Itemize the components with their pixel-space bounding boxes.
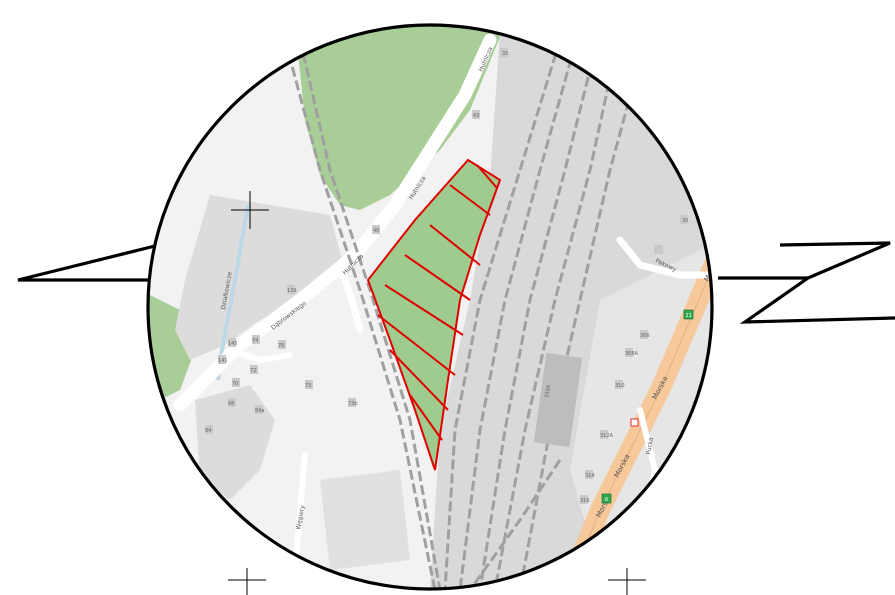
house-number: 43 xyxy=(473,113,479,119)
map-view: Hutnicza Hutnicza Hutnicza Dąbrowskiego … xyxy=(148,25,715,589)
road-local-west xyxy=(227,347,293,364)
house-number: 73 xyxy=(305,383,311,389)
house-number: 316 xyxy=(580,498,590,504)
house-number: 350A xyxy=(544,384,552,398)
house-number: 35 xyxy=(682,218,688,224)
house-number: 139 xyxy=(287,288,297,294)
house-number: 76 xyxy=(278,343,284,349)
building xyxy=(585,470,593,479)
right-z-stroke-lower xyxy=(718,276,895,324)
building xyxy=(500,48,508,57)
rail-line-4 xyxy=(458,44,577,589)
building xyxy=(250,365,258,374)
building xyxy=(680,215,688,224)
north-arrow-icon xyxy=(17,241,895,324)
street-label-wegiery: Węgiery xyxy=(295,504,306,530)
rail-line-7 xyxy=(518,59,642,589)
house-number: 72 xyxy=(250,368,256,374)
building xyxy=(255,405,263,414)
house-number-labels: 35 43 40 139 74 76 73 145 141 70 72 84 7… xyxy=(205,51,688,504)
house-number: 35 xyxy=(502,51,508,57)
rail-line-8 xyxy=(468,459,562,589)
house-number: 73b xyxy=(348,401,358,407)
building xyxy=(348,398,356,407)
building xyxy=(625,348,633,357)
house-number: 84a xyxy=(255,408,264,414)
highlighted-parcel xyxy=(366,158,502,471)
road-badge-label: 21 xyxy=(686,313,692,319)
house-number: 314 xyxy=(585,473,595,479)
residential-area-left xyxy=(175,195,345,360)
rail-line-1 xyxy=(283,39,437,589)
house-number: 308A xyxy=(625,351,639,357)
crosshair-icon xyxy=(228,568,266,595)
street-label-pucka: Pucka xyxy=(645,436,655,455)
building xyxy=(600,430,608,439)
house-number: 141 xyxy=(218,358,228,364)
house-number: 68 xyxy=(228,401,234,407)
house-number: 306 xyxy=(640,333,650,339)
building xyxy=(287,285,295,294)
left-arrow-stroke xyxy=(17,244,156,282)
rail-line-3 xyxy=(443,39,562,589)
house-number: 145 xyxy=(228,341,238,347)
house-number: 312A xyxy=(600,433,614,439)
parcel-polygon xyxy=(366,158,502,471)
railway-lines xyxy=(283,39,642,589)
building xyxy=(228,398,236,407)
building xyxy=(654,245,663,254)
building xyxy=(305,380,313,389)
bus-stop-icon xyxy=(630,418,639,427)
building xyxy=(472,110,480,119)
building xyxy=(580,495,588,504)
rail-line-5 xyxy=(478,49,597,589)
rail-line-2 xyxy=(298,39,442,589)
building xyxy=(205,425,213,434)
house-number: 310 xyxy=(615,383,625,389)
right-z-stroke-upper xyxy=(779,241,891,280)
residential-area-south xyxy=(320,470,410,570)
building xyxy=(228,338,236,347)
road-badge-label: 6 xyxy=(605,497,608,503)
road-number-badges: 21 6 xyxy=(601,309,694,504)
building xyxy=(640,330,648,339)
parcel-hatching xyxy=(377,164,498,441)
road-wegiery xyxy=(292,452,308,573)
forest-area-top xyxy=(295,25,505,210)
buildings xyxy=(205,48,688,504)
building xyxy=(615,380,623,389)
house-number: 84 xyxy=(205,428,211,434)
rail-line-6 xyxy=(493,54,617,589)
crosshair-icon xyxy=(608,568,646,595)
building xyxy=(278,340,286,349)
building xyxy=(372,225,380,234)
road-badge xyxy=(601,493,612,504)
crosshair-icon xyxy=(231,191,269,229)
building xyxy=(232,378,240,387)
building xyxy=(252,335,260,344)
house-number: 40 xyxy=(373,228,379,234)
building xyxy=(218,355,226,364)
building-large xyxy=(533,352,583,448)
house-number: 74 xyxy=(252,338,258,344)
road-badge xyxy=(683,309,694,320)
road-pakowy xyxy=(616,236,712,279)
street-label-morska: Mo xyxy=(703,270,715,283)
house-number: 70 xyxy=(232,381,238,387)
road-spur xyxy=(336,261,364,334)
map-frame-circle xyxy=(146,23,714,591)
